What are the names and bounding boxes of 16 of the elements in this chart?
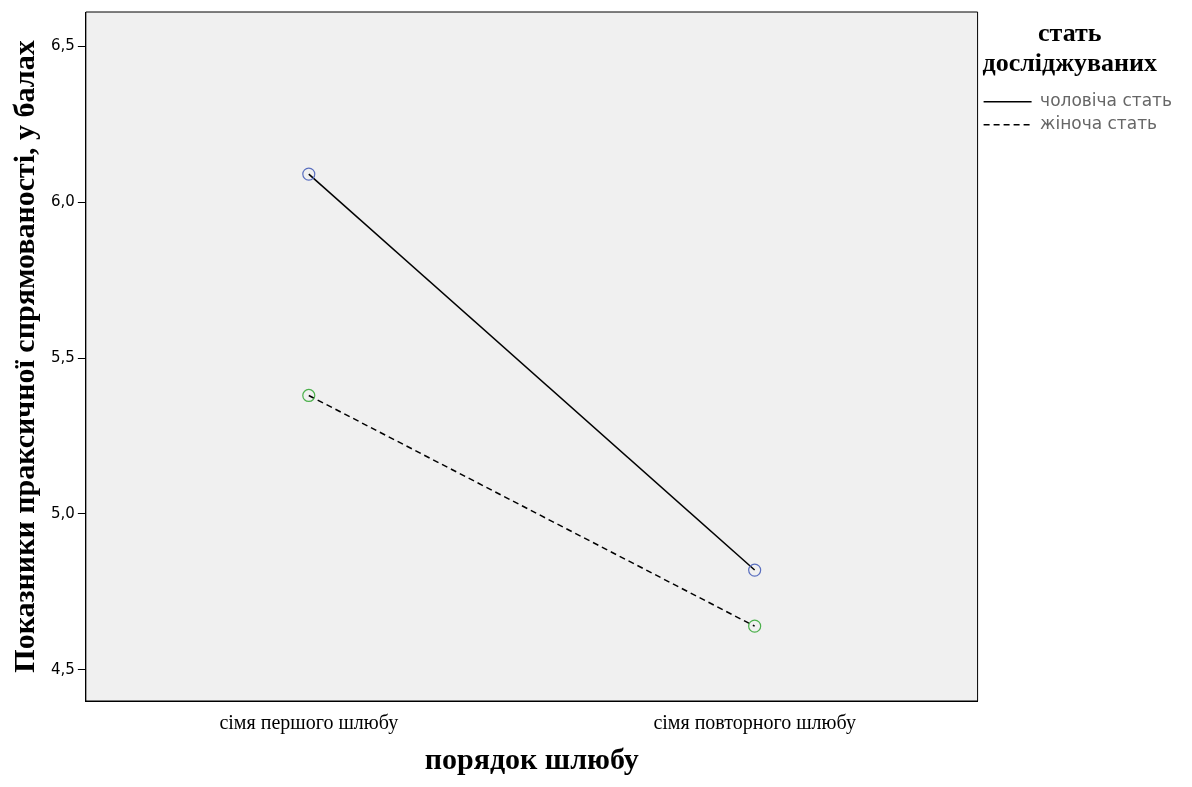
x-axis-title: порядок шлюбу: [424, 741, 639, 775]
y-tick-label: 5,5: [51, 347, 75, 366]
legend-label: чоловіча стать: [1040, 90, 1173, 111]
point: [748, 619, 762, 633]
point: [748, 563, 762, 577]
y-tick-label: 6,0: [51, 192, 75, 211]
x-tick-label: сімя повторного шлюбу: [653, 711, 856, 735]
point: [302, 388, 316, 403]
legend-label: жіноча стать: [1040, 113, 1158, 134]
y-tick-label: 5,0: [51, 503, 75, 522]
y-axis-title: Показники праксичної спрямованості, у балах: [6, 40, 40, 673]
y-tick-label: 4,5: [51, 659, 75, 678]
x-tick-label: сімя першого шлюбу: [219, 711, 399, 735]
y-tick-label: 6,5: [51, 36, 75, 55]
legend-title: стать досліджуваних: [981, 18, 1159, 78]
point: [302, 167, 316, 181]
